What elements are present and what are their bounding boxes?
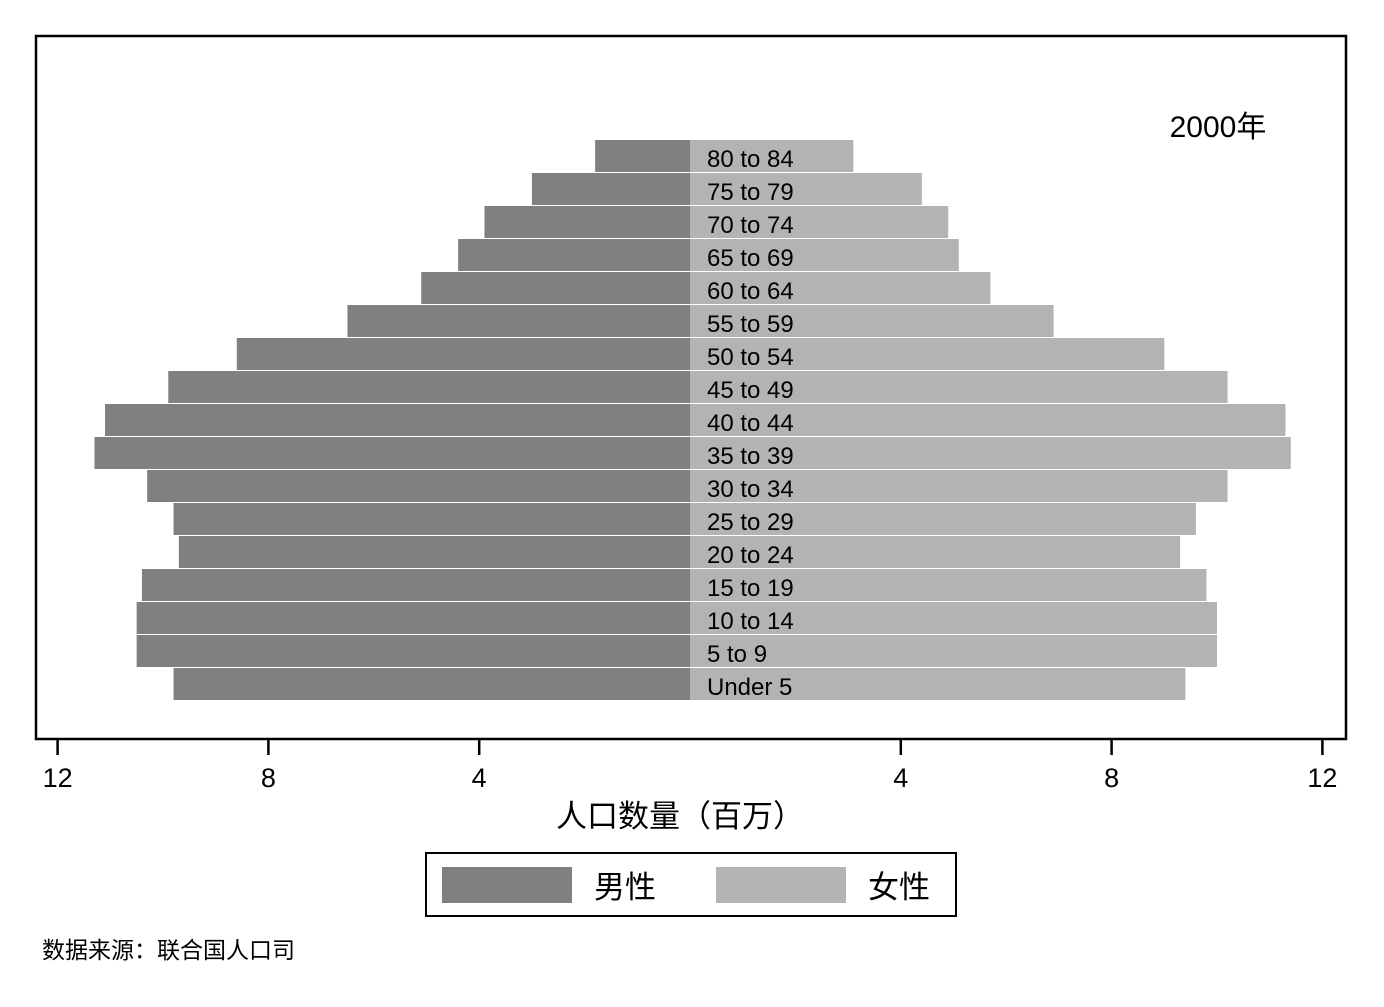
age-group-label: 75 to 79 xyxy=(707,179,794,206)
bar-female-12 xyxy=(690,536,1181,568)
source-note: 数据来源：联合国人口司 xyxy=(42,938,295,964)
bar-female-4 xyxy=(690,272,991,304)
bar-female-13 xyxy=(690,569,1207,601)
bar-female-3 xyxy=(690,239,959,271)
bar-male-10 xyxy=(147,470,690,502)
age-group-label: 80 to 84 xyxy=(707,146,794,173)
age-group-label: 70 to 74 xyxy=(707,212,794,239)
age-group-label: 35 to 39 xyxy=(707,443,794,470)
bar-male-12 xyxy=(178,536,690,568)
bar-male-3 xyxy=(458,239,690,271)
age-group-label: Under 5 xyxy=(707,674,792,701)
plot-frame xyxy=(34,34,1348,741)
age-group-label: 50 to 54 xyxy=(707,344,794,371)
bar-female-7 xyxy=(690,371,1228,403)
age-group-label: 30 to 34 xyxy=(707,476,794,503)
bar-male-8 xyxy=(105,404,690,436)
legend-label-female: 女性 xyxy=(868,870,930,906)
age-group-label: 15 to 19 xyxy=(707,575,794,602)
bar-female-2 xyxy=(690,206,949,238)
bar-male-6 xyxy=(236,338,690,370)
bar-male-16 xyxy=(173,668,691,700)
x-axis-title: 人口数量（百万） xyxy=(556,799,804,835)
legend-label-male: 男性 xyxy=(594,870,656,906)
legend-swatch-male xyxy=(442,867,572,903)
bar-female-16 xyxy=(690,668,1186,700)
bar-male-13 xyxy=(141,569,691,601)
x-tick-label: 4 xyxy=(472,763,487,793)
bar-male-1 xyxy=(531,173,690,205)
bar-male-14 xyxy=(136,602,690,634)
bar-male-11 xyxy=(173,503,691,535)
bar-male-15 xyxy=(136,635,690,667)
age-group-label: 5 to 9 xyxy=(707,641,767,668)
age-group-label: 65 to 69 xyxy=(707,245,794,272)
x-tick-label: 12 xyxy=(1307,763,1337,793)
age-group-label: 55 to 59 xyxy=(707,311,794,338)
x-tick-label: 12 xyxy=(43,763,73,793)
bar-female-6 xyxy=(690,338,1165,370)
age-group-label: 20 to 24 xyxy=(707,542,794,569)
bar-female-9 xyxy=(690,437,1291,469)
legend-swatch-female xyxy=(716,867,846,903)
bar-male-0 xyxy=(595,140,690,172)
bar-male-9 xyxy=(94,437,691,469)
age-group-label: 10 to 14 xyxy=(707,608,794,635)
age-labels-layer: 80 to 84 75 to 79 70 to 74 65 to 69 60 to 64… xyxy=(707,146,794,701)
bar-female-8 xyxy=(690,404,1286,436)
bar-female-10 xyxy=(690,470,1228,502)
x-axis: 12 8 4 4 8 12 xyxy=(43,739,1337,793)
legend: 男性 女性 xyxy=(425,852,957,917)
age-group-label: 60 to 64 xyxy=(707,278,794,305)
bar-female-14 xyxy=(690,602,1217,634)
bar-male-2 xyxy=(484,206,690,238)
bar-male-5 xyxy=(347,305,690,337)
bar-female-5 xyxy=(690,305,1054,337)
bars-layer xyxy=(94,140,1291,700)
x-tick-label: 4 xyxy=(893,763,908,793)
age-group-label: 40 to 44 xyxy=(707,410,794,437)
bar-male-4 xyxy=(421,272,690,304)
x-tick-label: 8 xyxy=(261,763,276,793)
x-tick-label: 8 xyxy=(1104,763,1119,793)
bar-female-0 xyxy=(690,140,854,172)
age-group-label: 25 to 29 xyxy=(707,509,794,536)
age-group-label: 45 to 49 xyxy=(707,377,794,404)
bar-female-11 xyxy=(690,503,1196,535)
bar-female-1 xyxy=(690,173,922,205)
bar-female-15 xyxy=(690,635,1217,667)
year-annotation: 2000年 xyxy=(1170,111,1267,144)
bar-male-7 xyxy=(168,371,690,403)
